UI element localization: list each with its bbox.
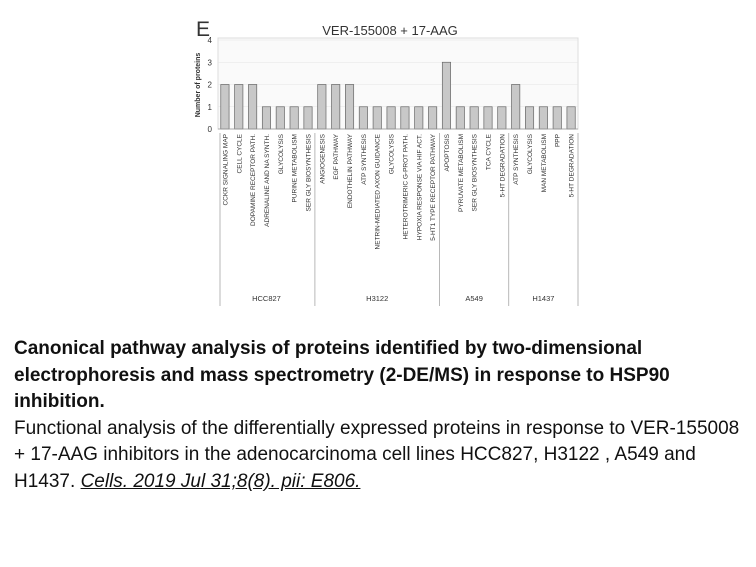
chart: E VER-155008 + 17-AAG Number of proteins… <box>195 18 579 306</box>
x-tick-label: NETRIN-MEDIATED AXON GUIDANCE <box>375 133 382 249</box>
y-tick-label: 4 <box>208 36 213 45</box>
x-tick-label: CCKR SIGNALING MAP <box>222 134 229 206</box>
x-tick-label: ADRENALINE AND NA SYNTH. <box>264 134 271 227</box>
group-label: HCC827 <box>252 294 281 303</box>
y-tick-label: 3 <box>208 58 213 67</box>
caption-text: Functional analysis of the differentiall… <box>14 417 740 492</box>
x-tick-label: ATP SYNTHESIS <box>513 133 520 184</box>
x-tick-label: SER GLY BIOSYNTHESIS <box>306 133 313 211</box>
y-tick-label: 0 <box>208 125 213 134</box>
x-tick-label: HYPOXIA RESPONSE VIA HIF ACT. <box>416 134 423 240</box>
bar <box>497 106 507 130</box>
x-tick-label: GLYCOLYSIS <box>527 133 534 174</box>
x-tick-label: EGF PATHWAY <box>333 133 340 179</box>
bar <box>275 106 285 130</box>
bar <box>345 84 355 130</box>
plot-area <box>217 37 579 130</box>
bar <box>469 106 479 130</box>
x-tick-label: GLYCOLYSIS <box>389 133 396 174</box>
y-axis-label: Number of proteins <box>195 53 202 118</box>
caption: Canonical pathway analysis of proteins i… <box>14 336 749 496</box>
x-tick-label: CELL CYCLE <box>236 133 243 173</box>
bar <box>566 106 576 130</box>
x-tick-label: ATP SYNTHESIS <box>361 133 368 184</box>
bar <box>220 84 230 130</box>
bar <box>441 61 451 130</box>
bar <box>428 106 438 130</box>
bar <box>358 106 368 130</box>
group-label: A549 <box>465 294 483 303</box>
x-tick-label: PYRUVATE METABOLISM <box>458 134 465 212</box>
group-label: H3122 <box>366 294 388 303</box>
x-tick-label: 5-HT DEGRADATION <box>499 134 506 198</box>
x-tick-label: PURINE METABOLISM <box>292 134 299 203</box>
bar <box>455 106 465 130</box>
y-tick-label: 2 <box>208 81 213 90</box>
y-tick-label: 1 <box>208 103 213 112</box>
bar <box>511 84 521 130</box>
bar <box>234 84 244 130</box>
bar <box>538 106 548 130</box>
citation-link[interactable]: Cells. 2019 Jul 31;8(8). pii: E806. <box>80 470 361 492</box>
panel-label: E <box>196 18 210 41</box>
bar <box>483 106 493 130</box>
bar <box>261 106 271 130</box>
x-tick-label: DOPAMINE RECEPTOR PATH. <box>250 134 257 226</box>
bar <box>386 106 396 130</box>
x-tick-label: APOPTOSIS <box>444 133 451 171</box>
chart-title: VER-155008 + 17-AAG <box>322 23 458 38</box>
bar <box>400 106 410 130</box>
x-tick-label: ENDOTHELIN PATHWAY <box>347 133 354 208</box>
x-tick-label: 5-HT1 TYPE RECEPTOR PATHWAY <box>430 133 437 240</box>
x-tick-label: 5-HT DEGRADATION <box>569 134 576 198</box>
x-tick-label: PPP <box>555 134 562 147</box>
bar <box>372 106 382 130</box>
bar <box>317 84 327 130</box>
x-tick-label: SER GLY BIOSYNTHESIS <box>472 133 479 211</box>
x-tick-label: GLYCOLYSIS <box>278 133 285 174</box>
bar <box>248 84 258 130</box>
bar <box>525 106 535 130</box>
x-tick-label: HETEROTRIMERIC G-PROT PATH. <box>402 134 409 240</box>
bar <box>303 106 313 130</box>
bar <box>552 106 562 130</box>
caption-title: Canonical pathway analysis of proteins i… <box>14 338 670 413</box>
bar <box>331 84 341 130</box>
group-label: H1437 <box>532 294 554 303</box>
x-tick-label: TCA CYCLE <box>486 133 493 170</box>
bar <box>289 106 299 130</box>
x-tick-label: ANGIOGENESIS <box>319 133 326 184</box>
x-tick-label: MAN METABOLISM <box>541 134 548 192</box>
bar <box>414 106 424 130</box>
